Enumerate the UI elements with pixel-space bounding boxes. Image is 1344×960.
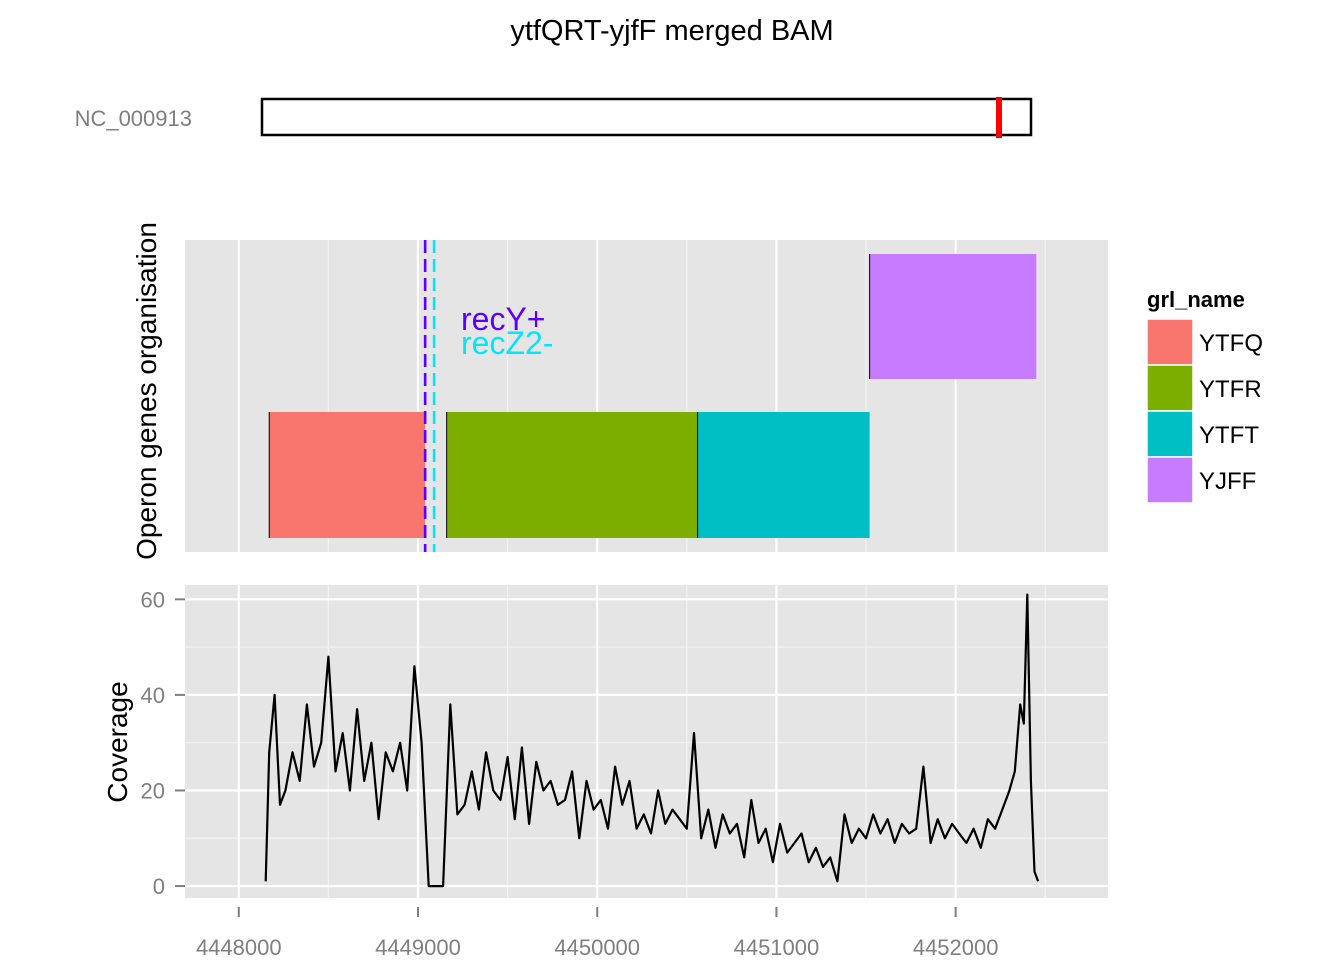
y-tick-label: 20 xyxy=(141,778,165,803)
y-tick-label: 40 xyxy=(141,683,165,708)
gene-block-ytfr xyxy=(446,412,698,538)
legend: grl_name YTFQ YTFR YTFT YJFF xyxy=(1146,287,1263,504)
legend-title: grl_name xyxy=(1147,287,1245,312)
coverage-y-ticks: 0 20 40 60 xyxy=(141,587,185,899)
operon-markers: recY+recZ2- xyxy=(423,240,553,552)
chromosome-ideogram xyxy=(260,97,1033,137)
legend-items: YTFQ YTFR YTFT YJFF xyxy=(1146,318,1263,504)
legend-label-ytft: YTFT xyxy=(1199,422,1259,449)
marker-label: recY+ xyxy=(461,301,545,337)
gene-block-yjff xyxy=(869,254,1037,379)
legend-label-ytfr: YTFR xyxy=(1199,376,1262,403)
chromosome-label: NC_000913 xyxy=(75,106,192,131)
y-tick-label: 0 xyxy=(153,874,165,899)
operon-gene-blocks xyxy=(268,254,1037,538)
x-tick-label: 4452000 xyxy=(913,935,999,960)
x-tick-label: 4448000 xyxy=(196,935,282,960)
legend-swatch-ytfq xyxy=(1146,318,1194,366)
legend-swatch-ytfr xyxy=(1146,364,1194,412)
gene-block-ytfq xyxy=(269,412,426,538)
legend-swatch-yjff xyxy=(1146,456,1194,504)
legend-label-ytfq: YTFQ xyxy=(1199,330,1263,357)
coverage-panel: 0 20 40 60 Coverage xyxy=(102,585,1108,899)
gene-block-ytft xyxy=(697,412,870,538)
legend-swatch-ytft xyxy=(1146,410,1194,458)
coverage-panel-background xyxy=(185,585,1108,898)
operon-panel: recY+recZ2- Operon genes organisation xyxy=(131,222,1108,560)
x-tick-label: 4449000 xyxy=(375,935,461,960)
coverage-y-axis-title: Coverage xyxy=(102,681,133,802)
coverage-gridlines xyxy=(185,585,1108,898)
operon-y-axis-title: Operon genes organisation xyxy=(131,222,162,560)
marker-label: recZ2- xyxy=(461,325,553,361)
legend-label-yjff: YJFF xyxy=(1199,468,1256,495)
coverage-line xyxy=(264,593,1040,888)
x-tick-label: 4451000 xyxy=(734,935,820,960)
x-tick-label: 4450000 xyxy=(554,935,640,960)
y-tick-label: 60 xyxy=(141,587,165,612)
x-axis: 4448000 4449000 4450000 4451000 4452000 xyxy=(196,907,999,960)
chart-title: ytfQRT-yjfF merged BAM xyxy=(510,15,833,47)
